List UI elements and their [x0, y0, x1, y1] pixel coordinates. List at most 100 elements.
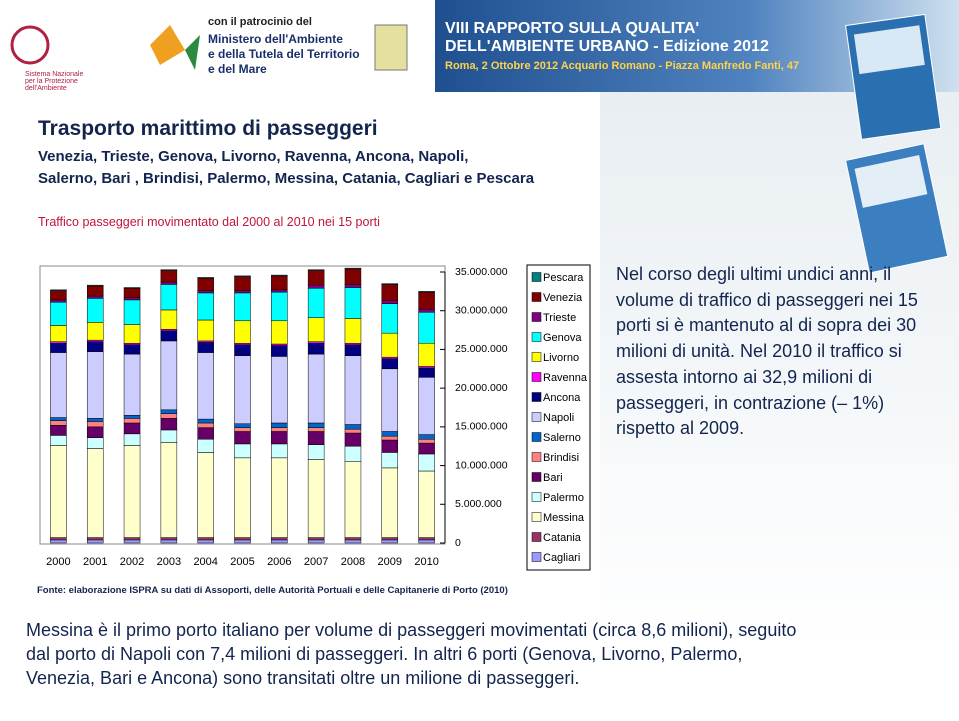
x-tick-label: 2007	[304, 556, 328, 568]
bar-segment	[307, 539, 325, 544]
bar-segment	[234, 443, 251, 459]
bar-segment	[418, 438, 435, 444]
bar-segment	[418, 537, 435, 541]
logo-anci	[374, 24, 408, 71]
legend-label: Messina	[543, 512, 585, 524]
legend-label: Livorno	[543, 352, 579, 364]
bar-segment	[271, 345, 288, 357]
bar-segment	[160, 409, 178, 414]
bar-segment	[344, 284, 362, 288]
bar-segment	[86, 448, 104, 538]
legend-swatch	[531, 532, 542, 542]
x-tick-label: 2008	[341, 556, 365, 568]
legend-swatch	[531, 452, 542, 462]
bar-segment	[381, 368, 399, 432]
bar-segment	[418, 453, 435, 472]
bar-segment	[50, 299, 67, 303]
bar-segment	[271, 356, 288, 424]
legend-swatch	[531, 332, 542, 342]
bar-segment	[50, 325, 67, 342]
ministry-line: Ministero dell'Ambiente	[208, 32, 343, 46]
bar-segment	[344, 267, 362, 270]
bar-segment	[86, 322, 104, 341]
legend-label: Cagliari	[543, 552, 580, 564]
bar-segment	[160, 309, 178, 330]
bar-segment	[344, 355, 362, 425]
legend-swatch	[531, 472, 542, 482]
subtitle-line: Salerno, Bari , Brindisi, Palermo, Messi…	[38, 170, 535, 187]
bar-segment	[197, 352, 214, 420]
bar-segment	[381, 435, 399, 441]
bar-segment	[160, 270, 178, 283]
bar-segment	[160, 269, 178, 271]
legend-label: Genova	[543, 332, 582, 344]
snpa-line: Sistema Nazionale	[25, 71, 84, 78]
bar-segment	[50, 425, 67, 436]
bar-segment	[123, 299, 141, 325]
bar-segment	[86, 285, 104, 297]
bar-segment	[381, 303, 399, 334]
bar-segment	[271, 320, 288, 345]
bar-segment	[271, 274, 288, 277]
book-cover	[845, 13, 942, 140]
bar-segment	[271, 537, 288, 541]
bar-segment	[50, 420, 67, 426]
bar-segment	[418, 342, 435, 367]
x-tick-label: 2001	[83, 556, 107, 568]
legend-label: Ancona	[543, 392, 581, 404]
bar-segment	[344, 537, 362, 541]
logo-snpa	[10, 25, 50, 65]
slide-subtitle: Venezia, Trieste, Genova, Livorno, Raven…	[38, 146, 534, 190]
logo-ministry-part	[185, 35, 200, 70]
bar-segment	[197, 418, 214, 424]
bar-segment	[234, 290, 251, 294]
bar-segment	[123, 539, 141, 544]
bar-segment	[307, 317, 325, 342]
bar-segment	[160, 442, 178, 538]
legend-label: Pescara	[543, 272, 584, 284]
bar-segment	[307, 431, 325, 445]
bar-segment	[234, 344, 251, 356]
y-tick-label: 35.000.000	[455, 266, 508, 278]
bar-segment	[123, 287, 141, 289]
bar-segment	[307, 284, 325, 289]
bar-segment	[160, 429, 178, 443]
bar-segment	[234, 539, 251, 544]
bar-segment	[234, 276, 251, 291]
bar-segment	[197, 277, 214, 279]
bar-segment	[197, 537, 214, 541]
source-note: Fonte: elaborazione ISPRA su dati di Ass…	[37, 585, 508, 596]
bar-segment	[344, 344, 362, 356]
legend-swatch	[531, 392, 542, 402]
bar-segment	[50, 352, 67, 418]
bar-segment	[123, 324, 141, 344]
slide-title: Trasporto marittimo di passeggeri	[38, 117, 378, 140]
bottom-text: Messina è il primo porto italiano per vo…	[26, 620, 797, 688]
bar-segment	[307, 342, 325, 355]
bar-segment	[123, 433, 141, 446]
bar-segment	[271, 431, 288, 445]
bar-segment	[344, 428, 362, 434]
bar-segment	[160, 418, 178, 431]
bar-segment	[50, 301, 67, 326]
bar-segment	[197, 422, 214, 428]
bar-segment	[344, 287, 362, 319]
book-cover	[844, 143, 949, 274]
bar-segment	[86, 437, 104, 449]
bar-segment	[234, 423, 251, 428]
bar-segment	[271, 422, 288, 428]
legend-swatch	[531, 312, 542, 322]
legend-label: Trieste	[543, 312, 576, 324]
bar-segment	[160, 413, 178, 419]
chart-caption: Traffico passeggeri movimentato dal 2000…	[38, 215, 380, 229]
y-tick-label: 20.000.000	[455, 382, 508, 394]
logo-ministry	[150, 25, 185, 65]
bar-segment	[123, 418, 141, 424]
legend-label: Ravenna	[543, 372, 588, 384]
report-date: Roma, 2 Ottobre 2012 Acquario Romano - P…	[445, 60, 800, 72]
legend-label: Venezia	[543, 292, 583, 304]
bar-segment	[123, 344, 141, 355]
x-tick-label: 2004	[193, 556, 217, 568]
bar-segment	[418, 308, 435, 313]
bar-segment	[234, 355, 251, 425]
